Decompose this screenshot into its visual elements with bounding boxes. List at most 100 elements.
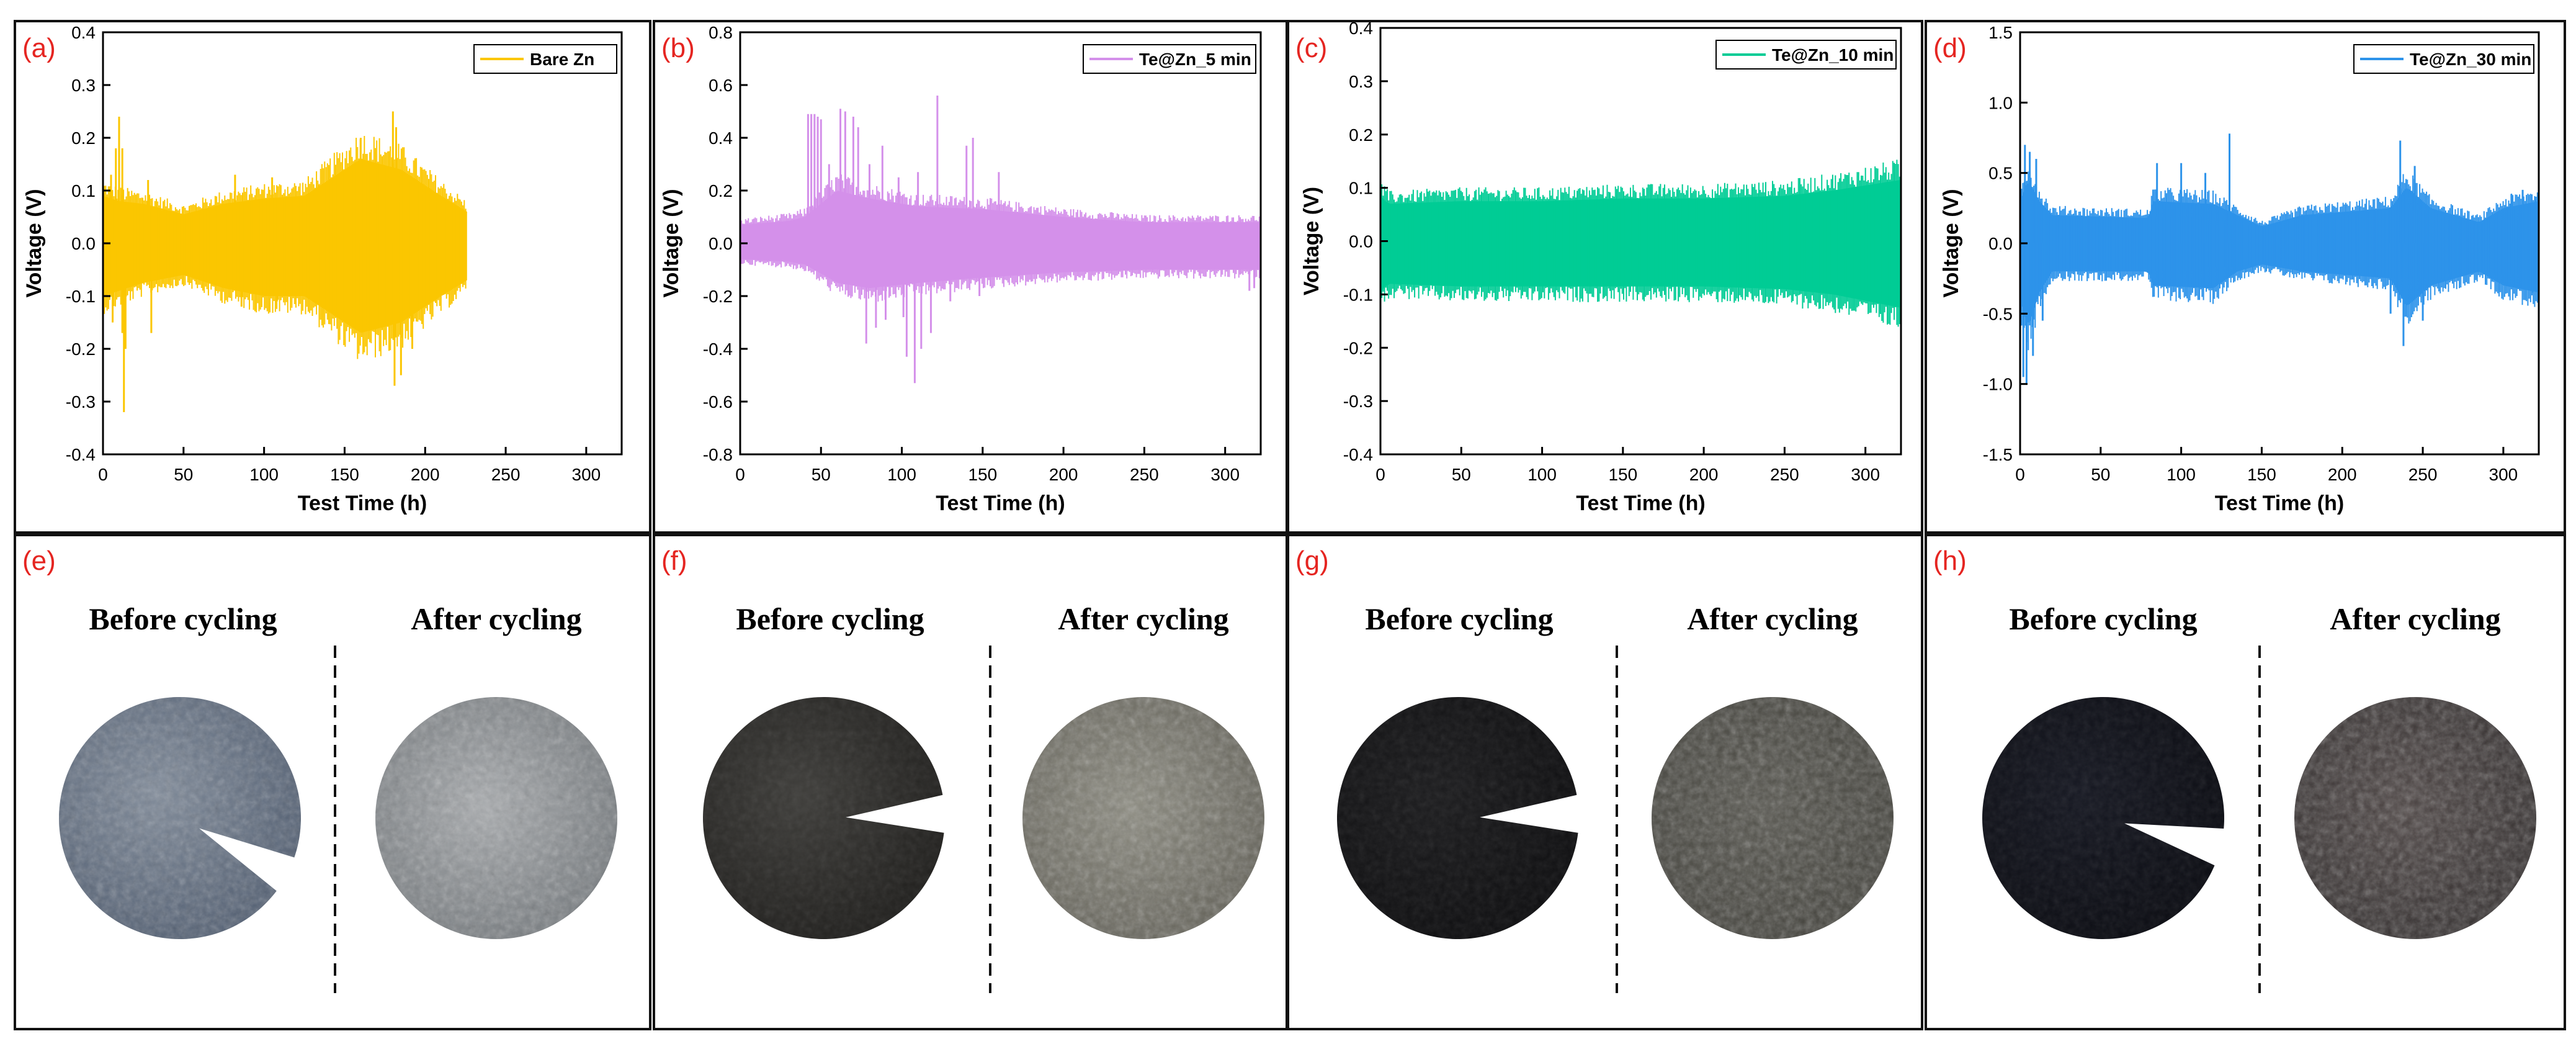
- y-tick-label: -0.4: [66, 445, 96, 464]
- x-tick-label: 50: [2091, 465, 2110, 484]
- photo-panel: (e) Before cycling After cycling: [22, 546, 617, 993]
- photos-layer: (e) Before cycling After cycling (f) Before …: [22, 546, 2536, 993]
- data-series-3: [1380, 160, 1901, 327]
- y-tick-label: -0.2: [703, 287, 733, 306]
- data-series-4: [2019, 133, 2539, 384]
- x-tick-label: 200: [411, 465, 440, 484]
- y-tick-label: -1.0: [1983, 375, 2013, 394]
- y-axis-title: Voltage (V): [1300, 187, 1323, 295]
- photo-panel: (f) Before cycling After cycling: [661, 546, 1264, 993]
- x-tick-label: 150: [330, 465, 359, 484]
- zn-disc-texture: [59, 696, 302, 939]
- y-tick-label: 0.2: [71, 128, 96, 148]
- panel-label: (a): [22, 33, 56, 63]
- y-tick-label: -0.5: [1983, 304, 2013, 323]
- x-tick-label: 200: [2328, 465, 2357, 484]
- series-oscillation: [1380, 160, 1900, 327]
- x-tick-label: 250: [491, 465, 521, 484]
- after-cycling-label: After cycling: [411, 601, 581, 636]
- panel-frames: [14, 20, 2566, 1030]
- x-tick-label: 0: [1375, 465, 1385, 484]
- y-tick-label: -0.3: [66, 392, 96, 412]
- y-tick-label: -0.2: [66, 340, 96, 359]
- chart-panel: (c) 0 50 100 150 200 250 300 -0.4 -0.3 -0.2 -0.1 0.0…: [1295, 19, 1902, 515]
- y-tick-label: 0.4: [71, 23, 96, 42]
- y-tick-label: -0.3: [1343, 392, 1373, 411]
- y-tick-label: 0.3: [71, 76, 96, 95]
- zn-disc-texture: [1652, 697, 1894, 939]
- x-tick-label: 100: [1527, 465, 1557, 484]
- x-axis-title: Test Time (h): [936, 492, 1065, 515]
- x-tick-label: 200: [1689, 465, 1719, 484]
- before-cycling-label: Before cycling: [2009, 601, 2197, 636]
- y-axis-title: Voltage (V): [660, 189, 683, 297]
- y-tick-label: -0.1: [1343, 285, 1373, 304]
- x-tick-label: 50: [812, 465, 831, 484]
- y-tick-label: 0.0: [1988, 234, 2013, 253]
- x-tick-label: 50: [1452, 465, 1471, 484]
- zn-disc-texture: [1022, 697, 1264, 939]
- panel-label: (d): [1933, 33, 1967, 63]
- x-tick-label: 300: [1851, 465, 1880, 484]
- panel-label: (b): [661, 33, 695, 63]
- y-tick-label: 0.8: [709, 23, 733, 42]
- y-tick-label: 0.0: [71, 234, 96, 253]
- y-tick-label: -1.5: [1983, 445, 2013, 464]
- y-tick-label: 0.3: [1349, 72, 1373, 91]
- before-cycling-label: Before cycling: [1365, 601, 1553, 636]
- y-tick-label: 0.6: [709, 76, 733, 95]
- legend-label: Te@Zn_5 min: [1139, 50, 1251, 69]
- chart-panel: (d) 0 50 100 150 200 250 300 -1.5 -1.0 -0.5 0.0 0.5 1…: [1933, 23, 2540, 515]
- charts-layer: (a) 0 50 100 150 200 250 300 -0.4 -0.3 -0.2 -0.1 0.0…: [22, 19, 2540, 515]
- zn-disc-texture: [375, 697, 617, 939]
- y-tick-label: -0.4: [703, 340, 733, 359]
- y-tick-label: -0.4: [1343, 445, 1373, 464]
- x-axis-title: Test Time (h): [298, 492, 427, 515]
- x-tick-label: 150: [2247, 465, 2276, 484]
- y-tick-label: 0.2: [1349, 125, 1373, 145]
- y-tick-label: 1.5: [1988, 23, 2013, 42]
- legend-label: Te@Zn_10 min: [1772, 45, 1894, 65]
- x-tick-label: 150: [1608, 465, 1637, 484]
- y-axis-title: Voltage (V): [22, 189, 46, 297]
- y-tick-label: 1.0: [1988, 93, 2013, 112]
- panel-label: (c): [1295, 33, 1327, 63]
- x-tick-label: 0: [2015, 465, 2025, 484]
- panel-label: (e): [22, 546, 56, 576]
- zn-disc-texture: [703, 697, 944, 940]
- panel-label: (h): [1933, 546, 1967, 576]
- after-cycling-label: After cycling: [1058, 601, 1228, 636]
- zn-disc-texture: [1982, 696, 2225, 939]
- data-series-2: [740, 96, 1261, 384]
- x-tick-label: 300: [572, 465, 601, 484]
- x-tick-label: 100: [887, 465, 916, 484]
- x-tick-label: 300: [1210, 465, 1240, 484]
- x-tick-label: 0: [98, 465, 108, 484]
- y-tick-label: -0.8: [703, 445, 733, 464]
- x-tick-label: 200: [1049, 465, 1078, 484]
- y-tick-label: -0.6: [703, 392, 733, 412]
- x-tick-label: 100: [249, 465, 279, 484]
- x-axis-title: Test Time (h): [1576, 492, 1705, 515]
- x-tick-label: 0: [735, 465, 745, 484]
- legend-label: Bare Zn: [530, 50, 594, 69]
- x-tick-label: 50: [174, 465, 193, 484]
- y-tick-label: 0.2: [709, 181, 733, 200]
- x-tick-label: 250: [2408, 465, 2438, 484]
- y-tick-label: 0.0: [1349, 232, 1373, 251]
- photo-panel: (g) Before cycling After cycling: [1295, 546, 1894, 993]
- y-tick-label: 0.4: [1349, 19, 1373, 38]
- after-cycling-label: After cycling: [2330, 601, 2500, 636]
- before-cycling-label: Before cycling: [89, 601, 277, 636]
- after-cycling-label: After cycling: [1687, 601, 1858, 636]
- chart-panel: (a) 0 50 100 150 200 250 300 -0.4 -0.3 -0.2 -0.1 0.0…: [22, 23, 623, 515]
- x-tick-label: 250: [1130, 465, 1159, 484]
- y-tick-label: 0.0: [709, 234, 733, 253]
- chart-panel: (b) 0 50 100 150 200 250 300 -0.8 -0.6 -0.4 -0.2 0.0…: [660, 23, 1262, 515]
- series-oscillation: [2019, 171, 2538, 351]
- photo-panel: (h) Before cycling After cycling: [1933, 546, 2536, 993]
- x-tick-label: 250: [1770, 465, 1799, 484]
- x-tick-label: 100: [2167, 465, 2196, 484]
- x-tick-label: 150: [968, 465, 997, 484]
